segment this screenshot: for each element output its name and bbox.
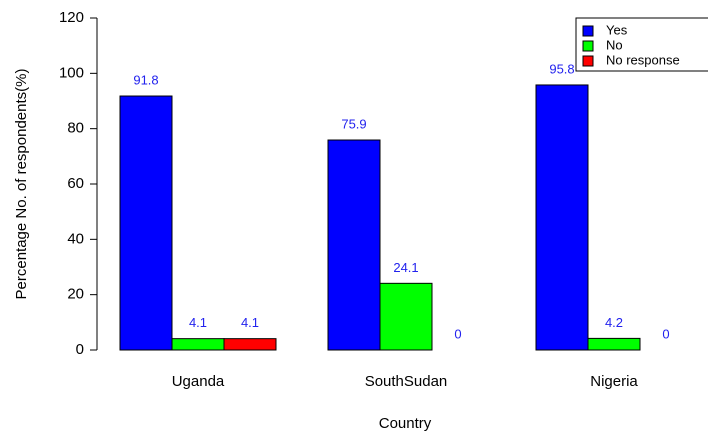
legend-label: Yes [606,22,628,37]
y-tick-label: 60 [67,175,84,192]
bar [327,139,381,351]
bar [535,84,589,351]
value-label: 95.8 [549,61,574,76]
value-label: 4.1 [241,315,259,330]
y-tick-label: 80 [67,120,84,137]
x-tick-label: Nigeria [590,373,638,390]
value-label: 91.8 [133,72,158,87]
legend-swatch [582,55,594,67]
x-tick-label: SouthSudan [365,373,448,390]
bar [379,282,433,351]
y-axis-label: Percentage No. of respondents(%) [13,69,30,300]
value-label: 4.2 [605,315,623,330]
legend-label: No response [606,52,680,67]
value-label: 24.1 [393,260,418,275]
bar [223,338,277,351]
bar [119,95,173,351]
y-tick-label: 100 [59,64,84,81]
bar [171,338,225,351]
legend-label: No [606,37,623,52]
bar [587,337,641,351]
value-label: 75.9 [341,116,366,131]
y-tick-label: 20 [67,286,84,303]
legend-box [575,17,708,72]
value-label: 0 [662,326,669,341]
legend-swatch [582,25,594,37]
legend-swatch [582,40,594,52]
value-label: 4.1 [189,315,207,330]
x-axis-label: Country [379,415,432,432]
y-tick-label: 0 [76,341,84,358]
y-tick-label: 120 [59,9,84,26]
y-tick-label: 40 [67,230,84,247]
x-tick-label: Uganda [172,373,225,390]
value-label: 0 [454,326,461,341]
